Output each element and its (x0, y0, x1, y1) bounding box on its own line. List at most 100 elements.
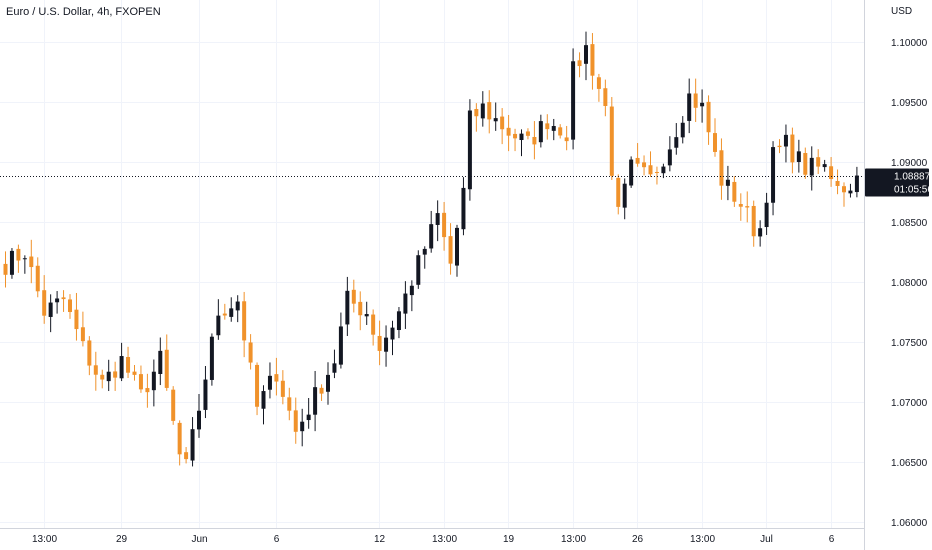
candle-body (22, 258, 27, 260)
candle-body (783, 134, 788, 147)
candle (68, 294, 72, 319)
candle-series (3, 31, 859, 467)
candle-body (390, 327, 395, 340)
candle-body (667, 149, 672, 166)
candle-body (190, 429, 195, 461)
candle (384, 325, 389, 367)
candle (809, 146, 814, 191)
candle (358, 291, 363, 331)
candle (674, 123, 679, 155)
candle (306, 398, 311, 429)
candle-body (396, 311, 401, 331)
candle-body (3, 263, 8, 275)
candle-body (455, 227, 459, 266)
candle (332, 349, 337, 379)
candle (429, 210, 434, 253)
candle (313, 370, 318, 432)
candle (783, 124, 788, 163)
candle (551, 118, 556, 141)
candle-body (513, 133, 518, 139)
candle (835, 169, 840, 195)
candle (396, 307, 401, 339)
candle (248, 334, 253, 370)
x-tick-label: 12 (374, 534, 386, 545)
candle-body (293, 410, 298, 432)
candle-body (145, 388, 150, 393)
candle-body (480, 103, 485, 119)
candle-body (435, 213, 440, 225)
candle (848, 183, 853, 198)
candle-body (590, 44, 595, 76)
candle (564, 125, 569, 151)
candle (80, 311, 85, 347)
candle (642, 155, 647, 176)
candle (661, 163, 666, 179)
countdown-label: 01:05:56 (894, 185, 932, 196)
candle-body (725, 179, 730, 186)
x-tick-label: 6 (274, 534, 280, 545)
candle (461, 177, 466, 236)
candle (255, 362, 260, 416)
candle (48, 294, 53, 333)
candle (42, 275, 47, 324)
y-tick-label: 1.10000 (891, 38, 928, 49)
candle-body (842, 186, 846, 193)
candle (261, 385, 266, 425)
candle (9, 248, 14, 279)
candle-body (538, 121, 543, 143)
candle (345, 276, 350, 337)
candle (197, 394, 201, 438)
candle-body (738, 204, 743, 207)
y-tick-label: 1.06000 (891, 518, 928, 529)
candle (100, 369, 105, 389)
candle-body (732, 181, 737, 202)
candle (764, 192, 769, 235)
grid-lines (0, 0, 864, 528)
candle-body (493, 118, 498, 122)
candle (229, 297, 234, 322)
candle-body (635, 157, 640, 164)
candle-body (719, 150, 724, 186)
y-tick-label: 1.07000 (891, 398, 928, 409)
candle (74, 292, 79, 341)
candle-body (822, 164, 827, 168)
candle-body (848, 190, 853, 194)
candle (790, 127, 795, 174)
candle-body (442, 212, 447, 238)
candle (584, 31, 588, 81)
candle (416, 250, 421, 289)
candle (280, 370, 285, 405)
candle (635, 143, 640, 167)
candle (842, 182, 846, 207)
candle-body (603, 88, 608, 106)
candle (390, 320, 395, 356)
candle (209, 333, 214, 386)
candle-body (558, 127, 563, 136)
candle (29, 239, 34, 284)
candle (3, 251, 8, 288)
candle (61, 290, 66, 312)
candle-body (171, 389, 176, 421)
candle (267, 362, 272, 399)
candle-body (467, 110, 472, 190)
x-tick-label: 13:00 (690, 534, 715, 545)
candle-body (216, 315, 221, 336)
candle-body (93, 365, 98, 375)
candle-body (126, 356, 131, 373)
candle-body (351, 289, 356, 304)
candle-body (700, 102, 705, 107)
candle-body (242, 301, 247, 341)
candle (771, 141, 776, 216)
candle (364, 301, 369, 325)
currency-label[interactable]: USD (891, 6, 913, 17)
candle (719, 138, 724, 200)
candle-body (771, 147, 776, 203)
candle-body (55, 298, 60, 303)
candle-body (68, 299, 72, 313)
candle-body (654, 171, 659, 173)
last-price-label: 1.08887 (894, 172, 931, 183)
candle-body (358, 301, 363, 316)
candle (732, 176, 737, 207)
candle (525, 128, 530, 140)
